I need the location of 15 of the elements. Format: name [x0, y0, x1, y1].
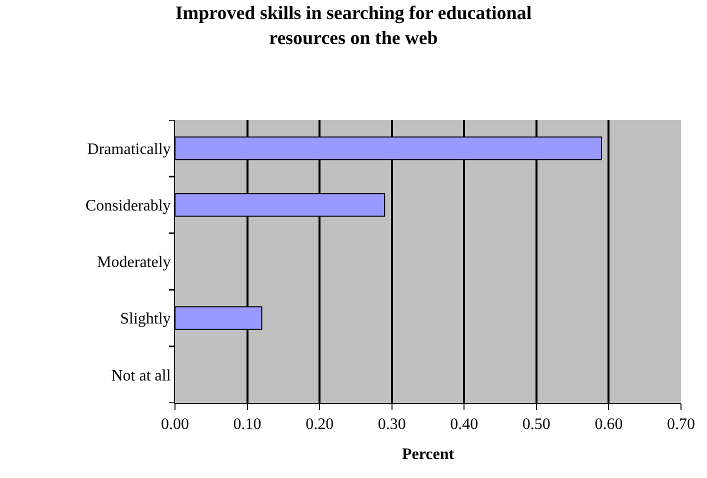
x-tick-label: 0.40 — [450, 416, 478, 434]
x-tick-label: 0.20 — [306, 416, 334, 434]
x-tick-label: 0.70 — [667, 416, 695, 434]
x-axis-title: Percent — [402, 446, 455, 463]
y-tick-label: Dramatically — [87, 140, 171, 158]
chart-title: Improved skills in searching for educational resources on the web — [175, 3, 532, 49]
y-tick-label: Considerably — [85, 198, 171, 214]
x-tick-label: 0.30 — [378, 416, 406, 434]
x-tick-label: 0.60 — [594, 416, 623, 434]
y-tick-label: Slightly — [120, 310, 171, 328]
x-tick-label: 0.10 — [233, 416, 262, 434]
y-tick-label: Moderately — [97, 254, 171, 272]
x-tick-label: 0.50 — [522, 416, 550, 434]
y-tick-label: Not at all — [111, 367, 172, 384]
x-tick-label: 0.00 — [161, 416, 189, 434]
